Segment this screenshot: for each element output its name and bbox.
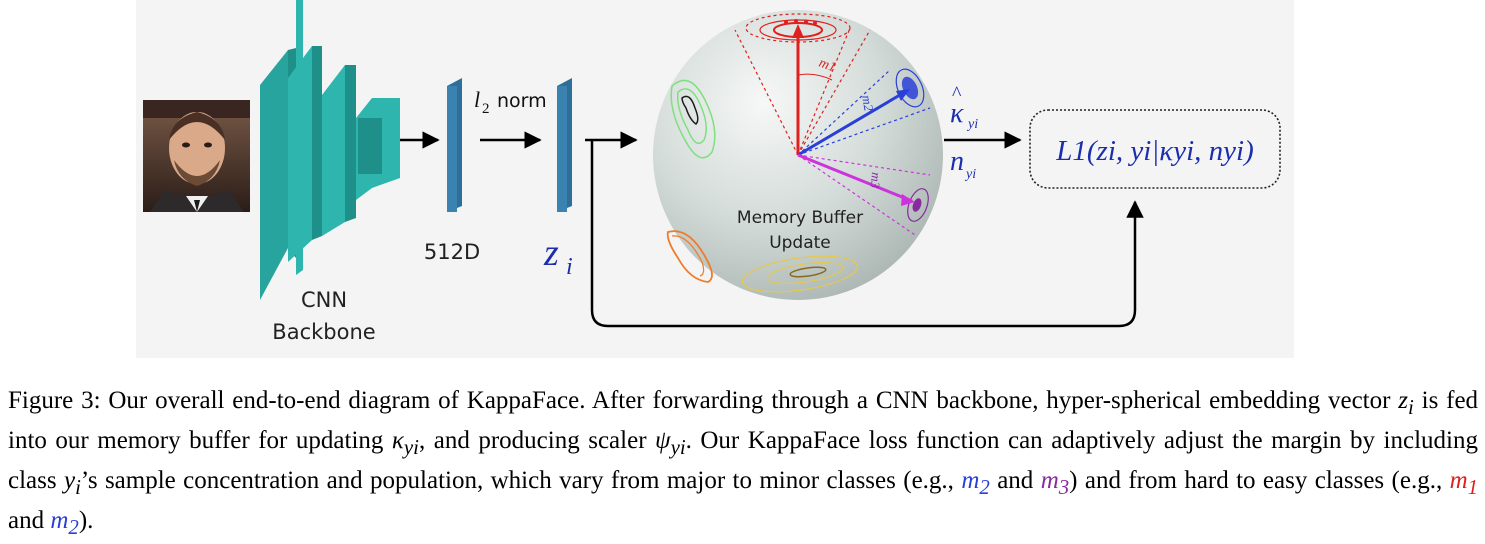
- svg-text:m3: m3: [868, 172, 884, 190]
- caption-part3: , and producing scaler: [418, 427, 647, 454]
- caption-kappa-sub: yi: [403, 435, 419, 459]
- caption-z: z: [1398, 387, 1409, 414]
- norm-label: l 2 norm: [474, 87, 547, 117]
- caption-m3-sub: 3: [1058, 475, 1070, 499]
- embedding-label: z: [543, 232, 559, 274]
- svg-text:m2: m2: [859, 94, 877, 113]
- loss-label: L1(zi, yi|κyi, nyi): [1055, 135, 1253, 167]
- feedback-loop-arrow: [590, 140, 1144, 328]
- backbone-label-line1: CNN: [301, 288, 347, 312]
- sphere-label-line2: Update: [769, 233, 831, 253]
- caption-m2b-sub: 2: [68, 515, 79, 539]
- caption-m3: m: [1040, 467, 1059, 494]
- n-sub: yi: [964, 167, 976, 182]
- kappa-hat: ^: [952, 83, 962, 105]
- sphere-label-line1: Memory Buffer: [737, 208, 863, 228]
- caption-and1: and: [997, 467, 1034, 494]
- caption-m2: m: [961, 467, 980, 494]
- caption-m2-sub: 2: [979, 475, 990, 499]
- hypersphere: m1 m2 m3: [653, 10, 943, 300]
- caption-part5: ’s sample concentration and population, …: [80, 467, 954, 494]
- caption-part1: Our overall end-to-end diagram of KappaF…: [108, 387, 1391, 414]
- caption-part4: . Our KappaFace loss function can adapti…: [8, 427, 1478, 494]
- embedding-sub: i: [566, 254, 573, 280]
- feature-bar-512d: [447, 78, 462, 212]
- dim-label: 512D: [424, 240, 480, 264]
- caption-m2b: m: [50, 507, 69, 534]
- caption-part6: ) and from hard to easy classes (e.g.,: [1069, 467, 1443, 494]
- caption-m1: m: [1449, 467, 1468, 494]
- caption-z-sub: i: [1408, 395, 1414, 419]
- caption-kappa: κ: [391, 427, 404, 454]
- svg-text:m1: m1: [817, 56, 838, 76]
- backbone-label-line2: Backbone: [272, 320, 375, 344]
- caption-m1-sub: 1: [1467, 475, 1479, 499]
- caption-psi-sub: yi: [670, 435, 686, 459]
- norm-label-sub: 2: [482, 101, 490, 117]
- face-photo: [143, 100, 250, 212]
- norm-label-text: norm: [497, 90, 547, 112]
- norm-label-math: l: [474, 87, 480, 112]
- embedding-bar: [557, 78, 572, 212]
- cnn-backbone: [260, 0, 400, 300]
- kappa-n-arrow-group: ^ κ yi n yi: [944, 83, 1022, 182]
- caption-y: y: [64, 467, 76, 494]
- n-label: n: [950, 146, 964, 177]
- kappa-label: κ: [950, 98, 964, 129]
- caption-figure-label: Figure 3:: [8, 387, 101, 414]
- kappa-sub: yi: [966, 117, 978, 132]
- caption-y-sub: i: [75, 475, 81, 499]
- figure-caption: Figure 3: Our overall end-to-end diagram…: [8, 384, 1478, 544]
- caption-psi: ψ: [655, 427, 671, 454]
- caption-part2: is fed into our memory buffer for updati…: [8, 387, 1479, 454]
- loss-box: L1(zi, yi|κyi, nyi): [1029, 109, 1281, 189]
- caption-end: ).: [78, 507, 94, 534]
- figure: CNN Backbone 512D l 2 norm z i: [8, 0, 1478, 539]
- kappaface-diagram: CNN Backbone 512D l 2 norm z i: [143, 0, 1281, 344]
- caption-and2: and: [8, 507, 45, 534]
